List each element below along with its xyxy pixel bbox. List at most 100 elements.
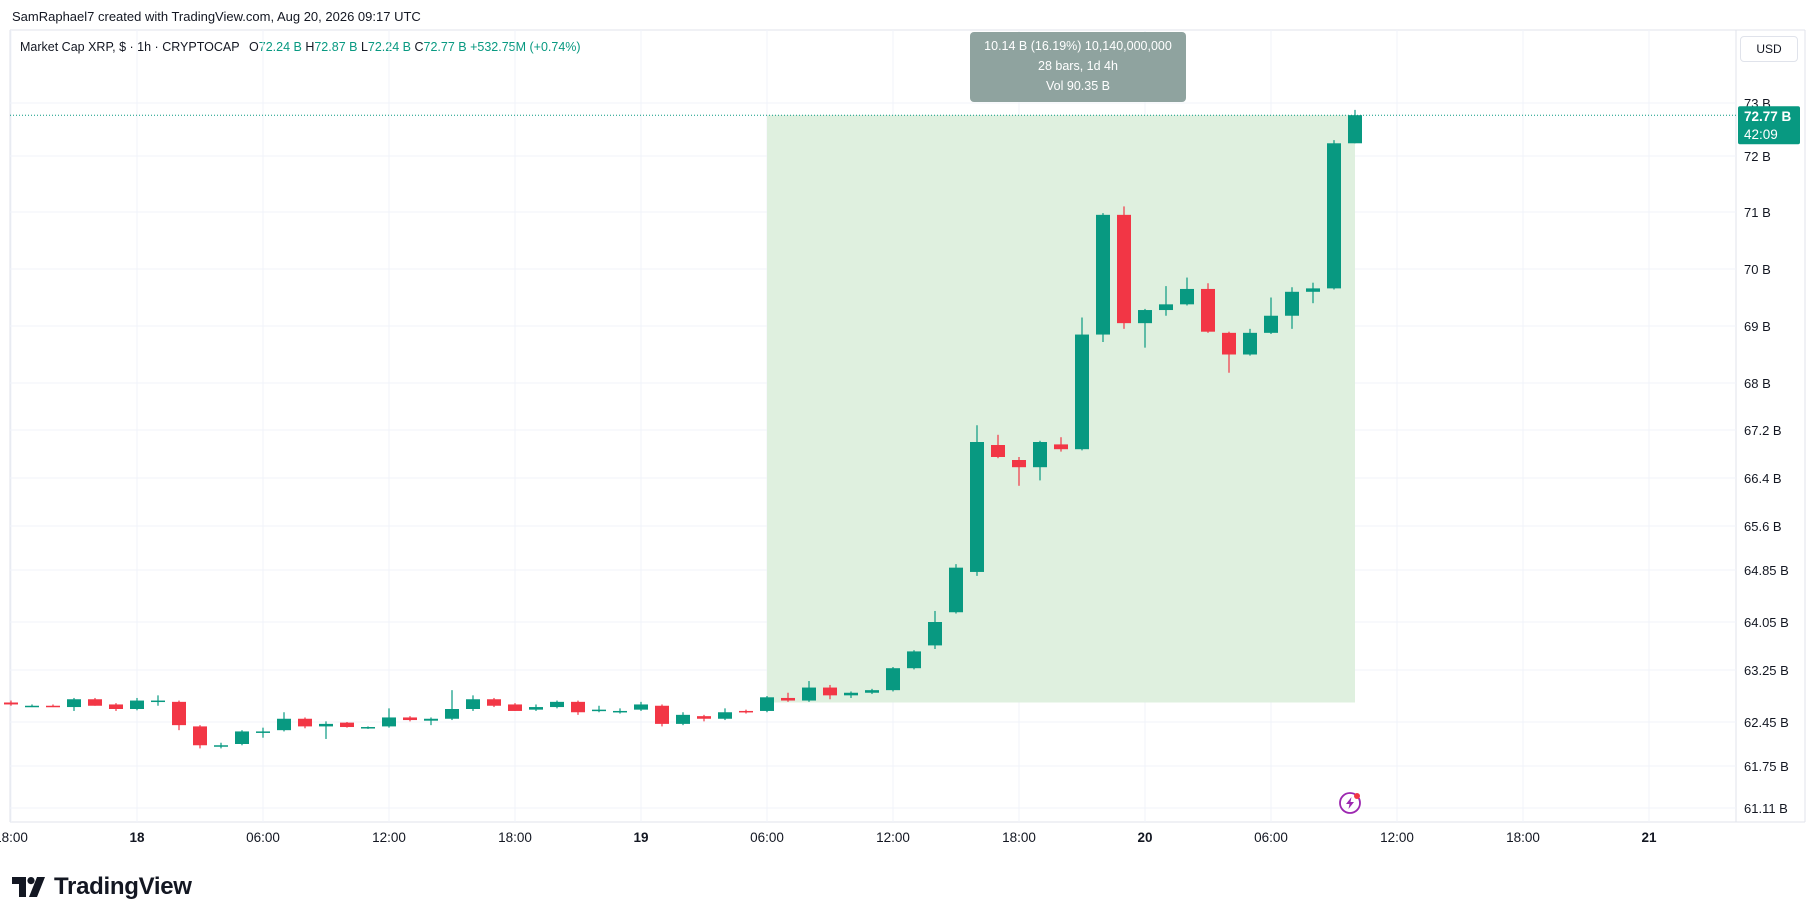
candle[interactable] [1285, 287, 1299, 329]
candle[interactable] [739, 709, 753, 714]
candle[interactable] [592, 705, 606, 713]
candle-body [949, 567, 963, 613]
symbol-title[interactable]: Market Cap XRP, $ · 1h · CRYPTOCAP [20, 40, 240, 54]
candle[interactable] [424, 717, 438, 726]
candle[interactable] [508, 703, 522, 711]
candle[interactable] [46, 704, 60, 708]
price-tick-label: 67.2 B [1744, 423, 1782, 438]
candle[interactable] [1243, 328, 1257, 356]
candle-body [928, 622, 942, 646]
candle[interactable] [25, 704, 39, 708]
candle[interactable] [529, 704, 543, 711]
candle[interactable] [1327, 140, 1341, 290]
candle[interactable] [1348, 109, 1362, 144]
candle-body [151, 700, 165, 703]
candle[interactable] [1075, 317, 1089, 451]
price-tick-label: 62.45 B [1744, 715, 1789, 730]
candle[interactable] [865, 688, 879, 695]
candle[interactable] [1012, 457, 1026, 486]
candle[interactable] [634, 701, 648, 711]
candle[interactable] [382, 708, 396, 728]
candle[interactable] [67, 697, 81, 711]
time-tick-label: 06:00 [1254, 830, 1288, 845]
candle-body [1264, 315, 1278, 333]
candle[interactable] [298, 717, 312, 729]
candle[interactable] [403, 716, 417, 722]
candle[interactable] [676, 712, 690, 726]
time-tick-label: 20 [1137, 830, 1152, 845]
candle[interactable] [487, 697, 501, 708]
candle[interactable] [256, 727, 270, 738]
candle[interactable] [1117, 206, 1131, 329]
candle[interactable] [88, 697, 102, 706]
candle-body [1117, 214, 1131, 324]
candle[interactable] [550, 700, 564, 709]
candle[interactable] [1264, 297, 1278, 334]
candle[interactable] [319, 721, 333, 739]
candle-body [88, 699, 102, 706]
candle[interactable] [445, 690, 459, 721]
candle[interactable] [1096, 213, 1110, 342]
candle[interactable] [130, 697, 144, 711]
candle-body [760, 697, 774, 711]
candle-body [1033, 442, 1047, 468]
lightning-icon[interactable] [1339, 792, 1361, 814]
candle[interactable] [4, 700, 18, 706]
candle[interactable] [970, 425, 984, 576]
candle[interactable] [655, 704, 669, 727]
price-axis: 73 B72 B71 B70 B69 B68 B67.2 B66.4 B65.6… [1744, 96, 1789, 816]
candle-body [130, 700, 144, 709]
candle[interactable] [151, 695, 165, 706]
candle[interactable] [1222, 331, 1236, 373]
candle-body [991, 445, 1005, 457]
measure-range-box[interactable] [767, 115, 1355, 703]
candle-body [1285, 291, 1299, 316]
candle[interactable] [928, 610, 942, 649]
candle-body [193, 726, 207, 746]
candle[interactable] [109, 703, 123, 711]
currency-button[interactable]: USD [1740, 36, 1798, 62]
candle[interactable] [1306, 282, 1320, 304]
candle[interactable] [172, 700, 186, 731]
candle[interactable] [214, 742, 228, 749]
tradingview-logo[interactable]: TradingView [12, 872, 192, 902]
low-label: L [360, 40, 368, 54]
candle[interactable] [949, 564, 963, 614]
candle[interactable] [823, 684, 837, 700]
candle-body [235, 731, 249, 744]
candle-body [46, 705, 60, 708]
candle-body [718, 712, 732, 719]
candle[interactable] [340, 722, 354, 728]
candle[interactable] [1180, 277, 1194, 306]
candle[interactable] [1054, 437, 1068, 452]
candle[interactable] [193, 725, 207, 749]
candle[interactable] [1201, 283, 1215, 333]
high-label: H [305, 40, 315, 54]
candle[interactable] [1159, 286, 1173, 316]
candle-body [382, 717, 396, 727]
candle[interactable] [235, 730, 249, 746]
candle[interactable] [802, 681, 816, 702]
time-tick-label: 18 [129, 830, 145, 845]
candle-body [1138, 310, 1152, 324]
candle[interactable] [886, 667, 900, 692]
candle[interactable] [844, 691, 858, 698]
candle-body [529, 707, 543, 710]
candle[interactable] [718, 708, 732, 721]
candle-body [1201, 288, 1215, 332]
candle[interactable] [1138, 308, 1152, 348]
candle-body [613, 710, 627, 713]
candle[interactable] [277, 712, 291, 732]
candle[interactable] [466, 695, 480, 711]
candle[interactable] [361, 726, 375, 729]
candle[interactable] [571, 700, 585, 715]
candle[interactable] [1033, 440, 1047, 481]
candle[interactable] [991, 434, 1005, 459]
candle[interactable] [697, 714, 711, 722]
close-value: 72.77 B [423, 40, 467, 54]
candle[interactable] [907, 650, 921, 670]
candle[interactable] [781, 692, 795, 702]
candle[interactable] [613, 708, 627, 714]
candle[interactable] [760, 696, 774, 713]
